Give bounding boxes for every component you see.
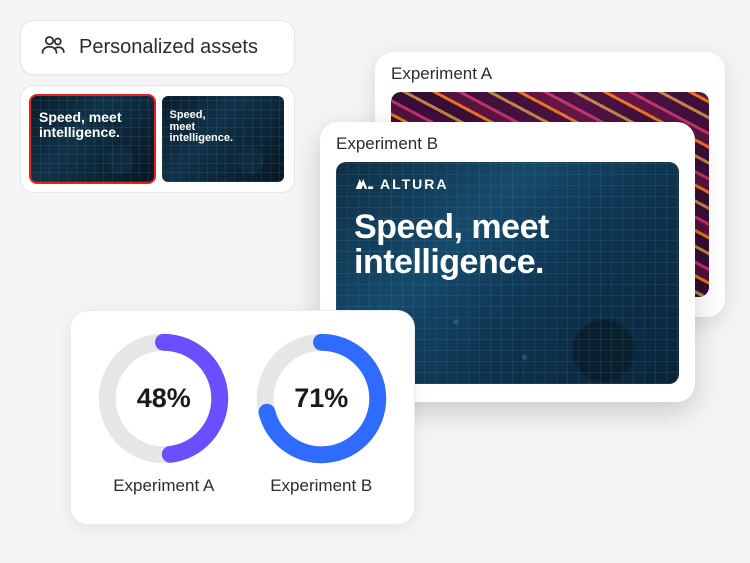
brand-logo: ALTURA <box>354 176 449 192</box>
thumbnail-headline: Speed, meet intelligence. <box>39 110 121 139</box>
thumbnail-headline: Speed, meet intelligence. <box>170 110 234 145</box>
donut-label: Experiment A <box>113 476 214 496</box>
donut-percent: 48% <box>96 331 231 466</box>
personalized-assets-pill: Personalized assets <box>20 20 295 75</box>
results-card: 48% Experiment A 71% Experiment B <box>70 310 415 525</box>
experiment-a-label: Experiment A <box>391 64 709 84</box>
donut-percent: 71% <box>254 331 389 466</box>
personalized-assets-label: Personalized assets <box>79 36 258 59</box>
asset-thumbnail[interactable]: Speed, meet intelligence. <box>31 96 154 182</box>
result-item: 71% Experiment B <box>247 331 397 510</box>
result-item: 48% Experiment A <box>89 331 239 510</box>
asset-thumbnail[interactable]: Speed, meet intelligence. <box>162 96 285 182</box>
donut-label: Experiment B <box>270 476 372 496</box>
experiment-b-headline: Speed, meet intelligence. <box>354 210 549 279</box>
asset-thumbnails-card: Speed, meet intelligence. Speed, meet in… <box>20 85 295 193</box>
donut-chart: 48% <box>96 331 231 466</box>
brand-name: ALTURA <box>380 176 449 192</box>
experiment-b-label: Experiment B <box>336 134 679 154</box>
donut-chart: 71% <box>254 331 389 466</box>
people-icon <box>39 31 67 64</box>
